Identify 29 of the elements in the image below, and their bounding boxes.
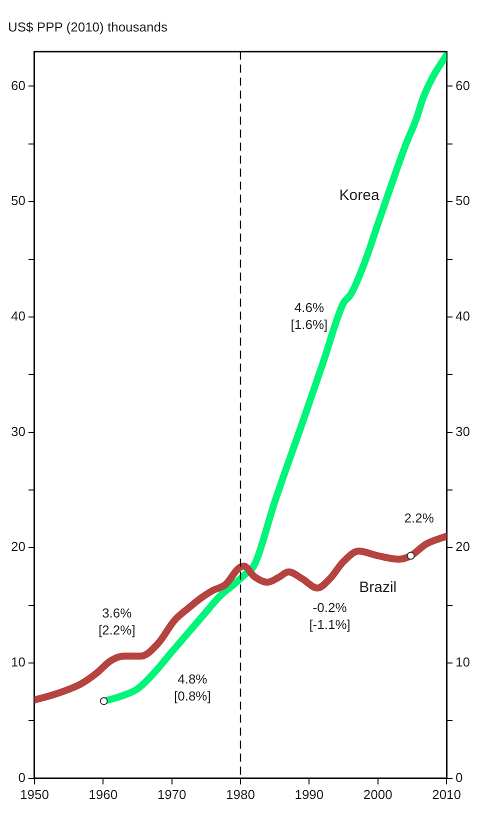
x-tick-label: 1990 [294, 786, 324, 802]
y-axis-title: US$ PPP (2010) thousands [8, 19, 168, 34]
y2-tick-label: 0 [456, 770, 463, 785]
y-tick-label: 10 [10, 654, 26, 670]
annotation: -0.2% [-1.1%] [309, 600, 350, 632]
y2-tick-label: 20 [456, 539, 470, 554]
y-tick-label: 50 [10, 193, 26, 208]
annotation: 4.8% [0.8%] [174, 671, 211, 704]
x-tick-label: 1950 [20, 786, 49, 802]
x-tick-label: 2000 [363, 786, 392, 802]
series-label: Brazil [359, 579, 397, 596]
y-tick-label: 40 [10, 308, 26, 324]
x-tick-label: 1980 [226, 786, 255, 802]
y2-tick-label: 30 [456, 424, 470, 439]
y2-tick-label: 60 [456, 78, 470, 93]
y-tick-label: 20 [10, 539, 26, 554]
y-tick-label: 30 [10, 424, 26, 439]
y2-tick-label: 50 [456, 193, 470, 208]
annotation: 3.6% [2.2%] [98, 606, 136, 638]
x-tick-label: 1960 [88, 786, 118, 802]
y2-tick-label: 40 [456, 308, 470, 324]
y2-tick-label: 10 [456, 654, 470, 670]
x-tick-label: 2010 [432, 786, 461, 802]
annotation: 2.2% [404, 510, 434, 526]
series-label: Korea [339, 186, 380, 204]
y-tick-label: 60 [10, 78, 26, 93]
x-tick-label: 1970 [157, 786, 186, 802]
annotation: 4.6% [1.6%] [290, 300, 328, 332]
y-tick-label: 0 [18, 770, 26, 785]
